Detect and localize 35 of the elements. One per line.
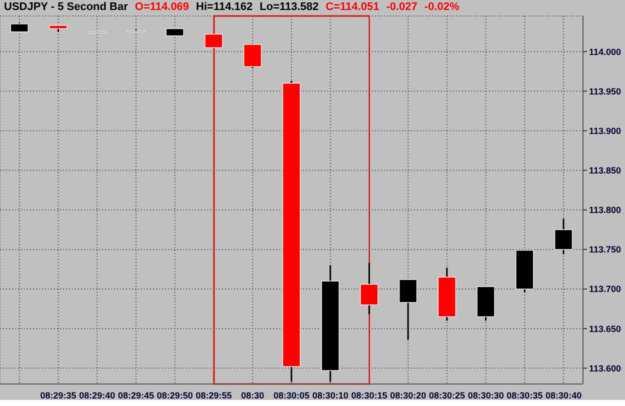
x-tick-label: 08:29:40: [79, 390, 116, 400]
y-tick-label: 113.650: [589, 324, 622, 334]
y-tick-label: 113.850: [589, 166, 622, 176]
x-tick-label: 08:30:30: [468, 390, 504, 400]
candlestick: [243, 44, 262, 69]
x-tick-label: 08:30:10: [312, 390, 348, 400]
y-tick-label: 113.900: [589, 126, 622, 136]
x-tick-label: 08:29:50: [156, 390, 193, 400]
x-tick-label: 08:30:20: [390, 390, 426, 400]
x-tick-label: 08:29:35: [40, 390, 76, 400]
chart-title: USDJPY - 5 Second Bar: [4, 1, 128, 13]
y-tick-label: 113.600: [589, 363, 622, 374]
text: -0.027: [386, 1, 418, 13]
candlestick: [360, 262, 378, 316]
x-tick-label: 08:30:25: [428, 390, 465, 400]
candlestick: [554, 218, 573, 255]
y-tick-label: 113.750: [589, 244, 622, 255]
y-tick-label: 113.950: [589, 86, 622, 96]
text: O=114.069: [134, 1, 190, 13]
x-tick-label: 08:30:05: [273, 390, 310, 400]
y-tick-label: 113.800: [589, 205, 622, 216]
x-tick-label: 08:30:40: [546, 390, 582, 400]
text: Lo=113.582: [260, 1, 319, 13]
text: -0.02%: [424, 1, 460, 13]
x-tick-label: 08:29:45: [118, 390, 154, 400]
text: Hi=114.162: [196, 1, 253, 13]
candlestick: [204, 34, 223, 48]
y-tick-label: 114.000: [589, 46, 622, 57]
x-tick-label: 08:30:15: [351, 390, 388, 400]
candlestick: [398, 278, 418, 340]
text: C=114.051: [326, 1, 380, 13]
y-tick-label: 113.700: [589, 284, 622, 294]
x-tick-label: 08:30: [241, 390, 264, 400]
x-tick-label: 08:29:55: [196, 390, 232, 400]
x-tick-label: 08:30:35: [506, 390, 543, 400]
